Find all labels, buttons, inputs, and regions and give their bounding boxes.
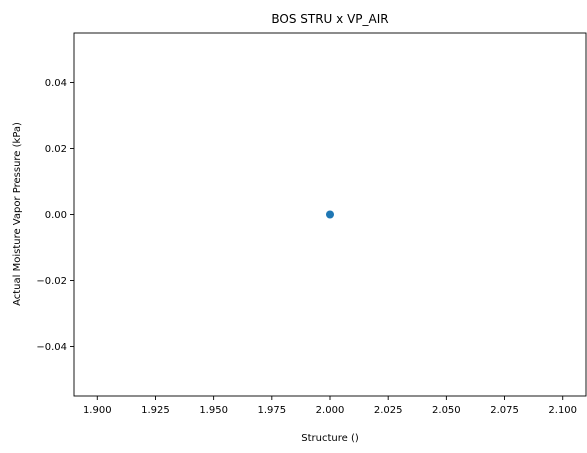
y-axis-label: Actual Moisture Vapor Pressure (kPa)	[12, 122, 23, 306]
x-tick-label: 1.900	[83, 405, 112, 416]
y-axis-ticks: −0.04 −0.02 0.00 0.02 0.04	[36, 78, 74, 353]
y-tick-label: 0.02	[45, 144, 67, 155]
x-tick-label: 2.100	[548, 405, 577, 416]
y-tick-label: −0.02	[36, 276, 67, 287]
x-tick-label: 1.925	[141, 405, 170, 416]
y-tick-label: 0.00	[45, 210, 67, 221]
y-tick-label: 0.04	[45, 78, 67, 89]
plot-area	[73, 32, 587, 397]
x-tick-label: 2.075	[490, 405, 519, 416]
y-tick-label: −0.04	[36, 342, 67, 353]
x-axis-label: Structure ()	[301, 433, 359, 444]
x-tick-label: 1.975	[257, 405, 286, 416]
x-tick-label: 2.050	[432, 405, 461, 416]
x-tick-label: 2.000	[316, 405, 345, 416]
data-point	[326, 210, 334, 219]
x-tick-label: 2.025	[374, 405, 403, 416]
chart-title: BOS STRU x VP_AIR	[271, 12, 388, 26]
x-tick-label: 1.950	[199, 405, 228, 416]
x-axis-ticks: 1.900 1.925 1.950 1.975 2.000 2.025 2.050 2.075…	[83, 396, 577, 416]
